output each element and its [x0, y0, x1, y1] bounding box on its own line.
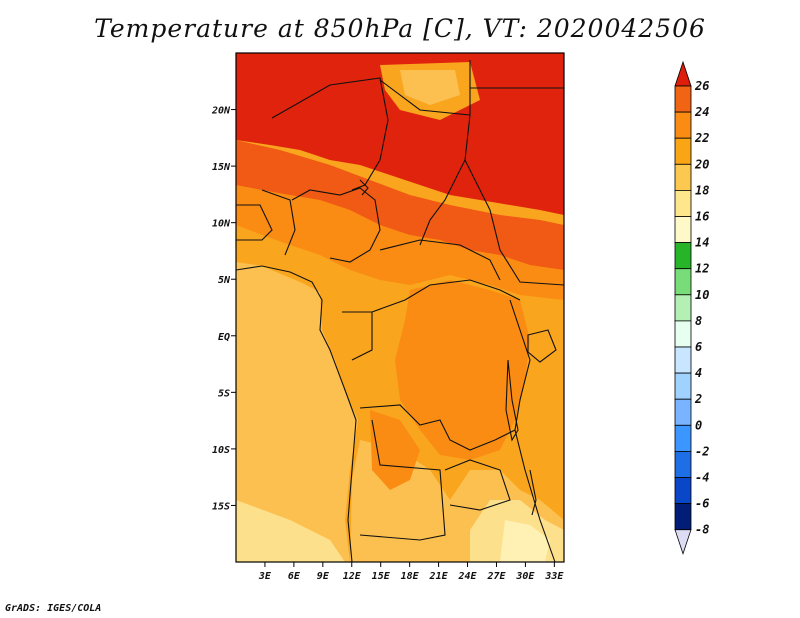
colorbar-swatch [674, 85, 692, 113]
field-ocean-yellow [236, 262, 358, 562]
border-angola [359, 419, 446, 541]
grads-credit: GrADS: IGES/COLA [5, 603, 102, 614]
border-drc-south [359, 404, 516, 451]
lon-tick-label: 12E [343, 571, 362, 582]
colorbar-label: 18 [695, 183, 709, 197]
border-niger-chad [419, 114, 471, 246]
lat-tick-label: 10S [212, 445, 230, 456]
colorbar-label: 20 [694, 157, 709, 171]
border-sudan [464, 159, 565, 286]
lon-tick-label: 21E [429, 571, 449, 582]
lake-chad [359, 179, 369, 196]
field-angola-orange [370, 410, 420, 490]
colorbar-label: 14 [695, 236, 709, 250]
lon-tick-label: 24E [457, 571, 477, 582]
field-central-orange [395, 280, 530, 460]
colorbar-swatch [674, 477, 692, 505]
colorbar-swatch [674, 163, 692, 191]
colorbar-label: 22 [694, 131, 709, 145]
lon-tick-label: 3E [258, 571, 272, 582]
field-southwest-pale [236, 500, 345, 562]
colorbar-swatch [674, 294, 692, 322]
map-title: Temperature at 850hPa [C], VT: 202004250… [94, 14, 706, 43]
field-sahara-hot [236, 53, 564, 215]
lon-tick-label: 6E [288, 571, 301, 582]
lat-tick-label: EQ [218, 332, 230, 343]
latitude-axis: 20N 15N 10N 5N EQ 5S 10S 15S [211, 106, 236, 512]
lat-tick-label: 15S [212, 501, 230, 512]
colorbar-label: 12 [695, 262, 709, 276]
temperature-field [236, 53, 564, 562]
border-gabon [342, 311, 373, 361]
colorbar-label: 8 [695, 314, 702, 328]
colorbar-swatch [674, 242, 692, 270]
colorbar-label: -8 [695, 523, 709, 537]
colorbar-label: 4 [695, 366, 702, 380]
lat-tick-label: 5N [218, 275, 231, 286]
border-senegal [236, 204, 273, 241]
colorbar-swatch [674, 424, 692, 452]
colorbar-swatch [674, 268, 692, 296]
colorbar-swatch [674, 346, 692, 374]
border-zambia [444, 459, 511, 511]
colorbar-swatch [674, 137, 692, 165]
border-guinea [261, 189, 296, 256]
border-east [509, 299, 556, 563]
colorbar-label: 0 [695, 418, 702, 432]
colorbar-label: 6 [695, 340, 702, 354]
colorbar-label: -6 [695, 497, 709, 511]
lon-tick-label: 9E [317, 571, 330, 582]
lon-tick-label: 27E [486, 571, 506, 582]
colorbar-swatch [674, 450, 692, 478]
colorbar-swatch [674, 189, 692, 217]
lon-tick-label: 18E [401, 571, 420, 582]
country-borders [235, 60, 565, 563]
lake-malawi [529, 469, 537, 516]
colorbar-label: -4 [695, 471, 709, 485]
lake-victoria [527, 329, 557, 363]
lat-tick-label: 20N [211, 106, 231, 117]
coastline-west [235, 265, 357, 563]
colorbar-label: 26 [694, 79, 709, 93]
longitude-axis: 3E 6E 9E 12E 15E 18E 21E 24E 27E 30E 33E [258, 562, 564, 582]
colorbar-label: 2 [694, 392, 702, 406]
field-north-patch-inner [400, 70, 460, 105]
map-frame [235, 52, 565, 563]
field-south-cream [500, 520, 550, 562]
lat-tick-label: 15N [212, 162, 231, 173]
colorbar-swatch [674, 216, 692, 244]
lon-tick-label: 30E [515, 571, 535, 582]
lake-tanganyika [505, 359, 519, 442]
border-congo [371, 279, 521, 313]
colorbar-swatch [674, 372, 692, 400]
colorbar-label: 10 [695, 288, 709, 302]
colorbar-swatch [674, 111, 692, 139]
field-warm-band [236, 140, 564, 270]
border-nigeria [291, 187, 381, 263]
colorbar-swatch [674, 398, 692, 426]
colorbar-label: -2 [695, 444, 709, 458]
colorbar-label: 24 [694, 105, 709, 119]
colorbar-swatch [674, 503, 692, 531]
colorbar-label: 16 [695, 210, 709, 224]
lat-tick-label: 5S [218, 388, 230, 399]
colorbar-top-arrow [674, 60, 692, 87]
colorbar-bottom-arrow [674, 529, 692, 555]
colorbar-swatch [674, 320, 692, 348]
border-car [379, 239, 501, 281]
lon-tick-label: 33E [544, 571, 564, 582]
lat-tick-label: 10N [212, 219, 231, 230]
lon-tick-label: 15E [372, 571, 391, 582]
